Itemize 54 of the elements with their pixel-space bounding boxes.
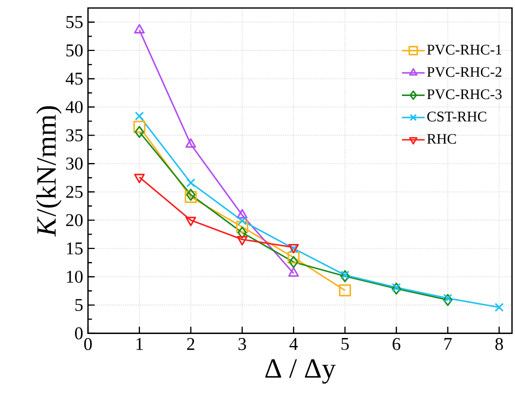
x-tick-label: 3 [238, 338, 246, 350]
y-tick-label: 55 [66, 16, 83, 28]
y-axis-title: K/(kN/mm) [36, 106, 62, 237]
point [236, 220, 248, 234]
y-tick-label: 45 [66, 72, 83, 85]
point [186, 178, 196, 188]
legend-label: PVC-RHC-2 [427, 67, 502, 77]
x-tick-label: 8 [495, 338, 503, 350]
y-tick-label: 25 [66, 186, 83, 198]
x-tick-label: 2 [187, 338, 194, 350]
point [184, 190, 197, 204]
legend-label: PVC-RHC-3 [427, 89, 502, 100]
y-tick-label: 20 [66, 214, 83, 226]
legend-label: PVC-RHC-1 [427, 44, 502, 55]
point [238, 216, 247, 226]
y-tick-label: 50 [66, 44, 83, 56]
point [288, 251, 300, 264]
point [288, 267, 299, 277]
point [288, 256, 298, 268]
point [392, 282, 402, 295]
point [338, 284, 352, 296]
y-tick-label: 10 [66, 270, 83, 283]
x-axis-title: Δ / Δy [265, 359, 336, 384]
point [185, 138, 196, 148]
point [443, 294, 452, 306]
point [392, 283, 401, 292]
x-tick-label: 5 [342, 338, 349, 350]
point [186, 188, 196, 201]
y-tick-label: 40 [66, 100, 83, 114]
point [237, 226, 247, 239]
point [236, 209, 248, 218]
x-tick-label: 0 [84, 338, 92, 350]
point [494, 302, 504, 312]
point [443, 294, 452, 303]
point [134, 24, 145, 34]
x-tick-label: 4 [289, 338, 298, 350]
y-tick-label: 30 [66, 158, 83, 170]
x-tick-label: 1 [136, 338, 143, 350]
y-tick-label: 5 [75, 299, 83, 311]
legend-label: CST-RHC [427, 112, 486, 122]
point [340, 270, 350, 280]
y-tick-label: 15 [66, 242, 83, 254]
point [236, 236, 248, 246]
point [134, 174, 145, 184]
point [134, 112, 144, 121]
x-tick-label: 7 [444, 338, 452, 350]
legend-label: RHC [427, 134, 456, 144]
y-tick-label: 35 [66, 129, 83, 142]
point [340, 270, 350, 282]
x-tick-label: 6 [392, 338, 400, 350]
point [133, 120, 146, 133]
point [185, 216, 196, 226]
point [134, 126, 144, 138]
y-tick-label: 0 [75, 327, 83, 340]
